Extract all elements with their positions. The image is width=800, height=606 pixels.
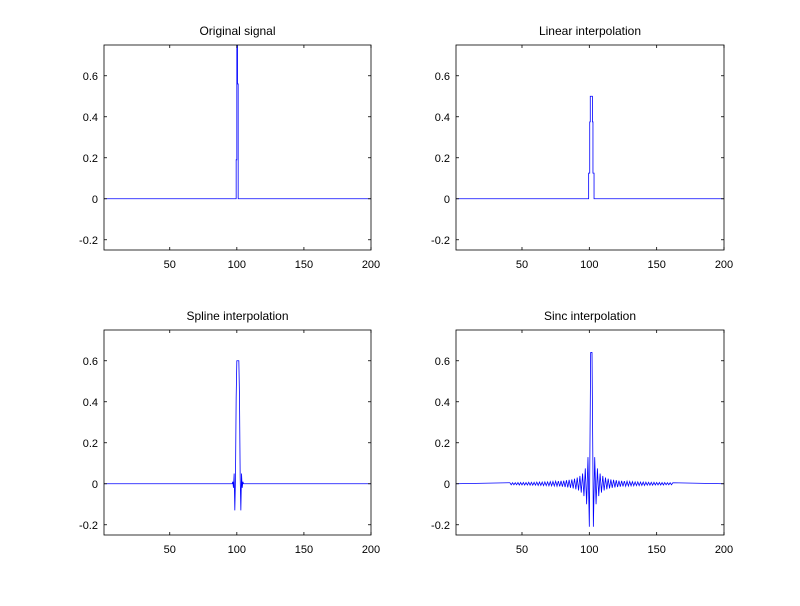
x-tick-label: 50 <box>164 259 176 271</box>
x-tick-label: 150 <box>647 544 665 556</box>
subplot-4: 50 100 150 200 -0.2 0 0.2 0.4 0.6 Sinc interpolat… <box>431 309 733 556</box>
y-tick-label: 0.2 <box>83 438 98 450</box>
axes-frame <box>103 44 372 251</box>
y-tick-label: 0.2 <box>435 153 450 165</box>
axes-frame <box>103 329 372 536</box>
y-tick-label: 0.2 <box>435 438 450 450</box>
x-tick-label: 100 <box>228 544 246 556</box>
subplot-title: Spline interpolation <box>186 309 288 323</box>
y-tick-label: 0.2 <box>83 153 98 165</box>
series-line-signal <box>104 45 371 200</box>
subplot-title: Sinc interpolation <box>544 309 636 323</box>
y-tick-label: -0.2 <box>431 235 450 247</box>
y-tick-label: 0.6 <box>435 71 450 83</box>
subplot-2: 50 100 150 200 -0.2 0 0.2 0.4 0.6 Linear interpol… <box>431 24 733 271</box>
y-tick-label: 0 <box>92 479 98 491</box>
x-tick-label: 150 <box>295 259 313 271</box>
axes-frame <box>455 44 725 251</box>
x-tick-label: 200 <box>362 259 380 271</box>
y-tick-label: 0 <box>92 194 98 206</box>
x-tick-label: 200 <box>715 544 733 556</box>
x-tick-label: 200 <box>362 544 380 556</box>
subplot-1: 50 100 150 200 -0.2 0 0.2 0.4 0.6 Original signal <box>79 24 380 271</box>
y-tick-label: 0.4 <box>435 397 450 409</box>
y-tick-label: 0.4 <box>435 112 450 124</box>
y-tick-label: 0.4 <box>83 112 98 124</box>
y-tick-label: -0.2 <box>79 235 98 247</box>
plot-area <box>104 330 371 535</box>
y-tick-label: 0 <box>444 479 450 491</box>
y-tick-label: 0.6 <box>83 71 98 83</box>
subplot-3: 50 100 150 200 -0.2 0 0.2 0.4 0.6 Spline interpol… <box>79 309 380 556</box>
y-tick-label: -0.2 <box>431 520 450 532</box>
x-tick-label: 200 <box>715 259 733 271</box>
x-tick-label: 50 <box>516 259 528 271</box>
subplot-title: Original signal <box>199 24 275 38</box>
x-tick-label: 100 <box>228 259 246 271</box>
y-tick-label: 0.6 <box>435 356 450 368</box>
x-tick-label: 100 <box>580 544 598 556</box>
series-line-linear <box>456 95 724 200</box>
x-tick-label: 50 <box>516 544 528 556</box>
y-tick-label: -0.2 <box>79 520 98 532</box>
x-tick-label: 100 <box>580 259 598 271</box>
y-tick-label: 0 <box>444 194 450 206</box>
series-line-sinc <box>456 352 724 527</box>
series-line-spline <box>104 360 371 511</box>
axes-frame <box>455 329 725 536</box>
y-tick-label: 0.6 <box>83 356 98 368</box>
x-tick-label: 150 <box>295 544 313 556</box>
subplot-title: Linear interpolation <box>539 24 641 38</box>
x-tick-label: 50 <box>164 544 176 556</box>
y-tick-label: 0.4 <box>83 397 98 409</box>
x-tick-label: 150 <box>647 259 665 271</box>
